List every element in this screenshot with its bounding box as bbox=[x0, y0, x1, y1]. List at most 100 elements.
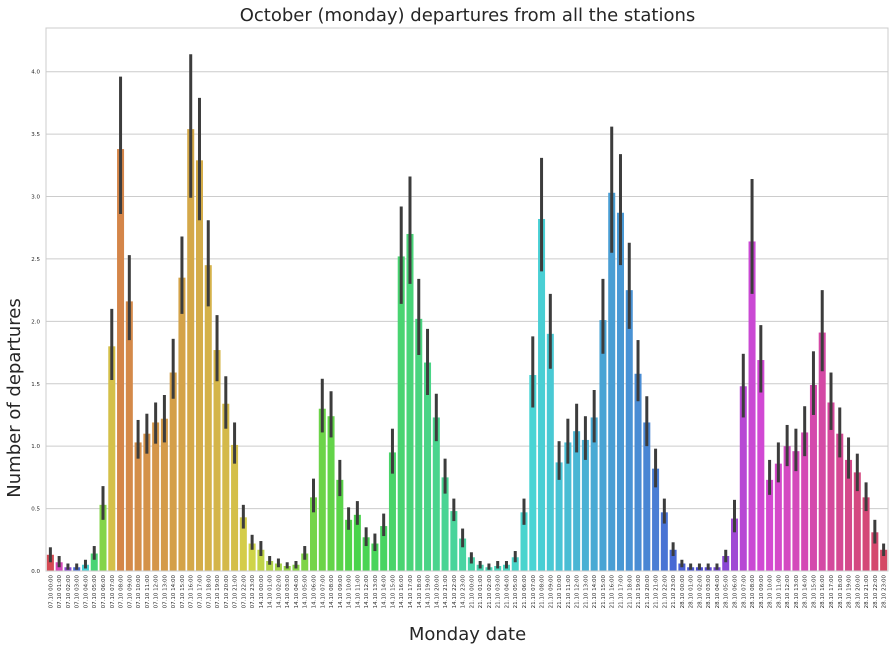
bar bbox=[783, 446, 791, 571]
x-tick-label: 28.10 06:00 bbox=[733, 574, 739, 608]
x-tick-label: 28.10 16:00 bbox=[820, 574, 826, 608]
bar bbox=[178, 277, 186, 571]
bar bbox=[801, 432, 809, 571]
plot-frame bbox=[45, 27, 889, 572]
bar bbox=[538, 218, 546, 571]
x-tick-label: 07.10 23:00 bbox=[250, 574, 256, 608]
bar bbox=[616, 212, 624, 572]
bar bbox=[432, 417, 440, 571]
x-tick-label: 07.10 04:00 bbox=[83, 574, 89, 608]
bar bbox=[160, 418, 168, 571]
bar bbox=[90, 553, 98, 571]
bar bbox=[397, 256, 405, 571]
x-tick-label: 28.10 22:00 bbox=[873, 574, 879, 608]
x-tick-label: 07.10 03:00 bbox=[75, 574, 81, 608]
x-tick-label: 21.10 00:00 bbox=[469, 574, 475, 608]
x-tick-label: 14.10 23:00 bbox=[461, 574, 467, 608]
bar bbox=[327, 416, 335, 571]
bar bbox=[669, 549, 677, 571]
x-tick-label: 21.10 05:00 bbox=[513, 574, 519, 608]
y-tick-label: 3.0 bbox=[31, 195, 40, 201]
x-tick-label: 14.10 10:00 bbox=[347, 574, 353, 608]
x-tick-label: 28.10 07:00 bbox=[741, 574, 747, 608]
bar bbox=[845, 459, 853, 571]
bar bbox=[467, 557, 475, 571]
x-tick-label: 14.10 15:00 bbox=[390, 574, 396, 608]
bar bbox=[590, 417, 598, 571]
bar bbox=[643, 422, 651, 571]
x-tick-label: 07.10 19:00 bbox=[215, 574, 221, 608]
bar bbox=[608, 192, 616, 572]
x-tick-label: 21.10 18:00 bbox=[627, 574, 633, 608]
x-tick-label: 14.10 06:00 bbox=[312, 574, 318, 608]
bar bbox=[371, 543, 379, 571]
x-tick-label: 14.10 21:00 bbox=[443, 574, 449, 608]
bar bbox=[362, 537, 370, 571]
x-tick-label: 28.10 13:00 bbox=[794, 574, 800, 608]
x-tick-label: 21.10 01:00 bbox=[478, 574, 484, 608]
bar bbox=[424, 362, 432, 571]
bar bbox=[310, 497, 318, 571]
x-tick-label: 28.10 05:00 bbox=[724, 574, 730, 608]
x-tick-label: 21.10 02:00 bbox=[487, 574, 493, 608]
bar bbox=[380, 526, 388, 571]
bar bbox=[143, 433, 151, 571]
error-bars bbox=[48, 54, 886, 570]
x-tick-label: 07.10 22:00 bbox=[241, 574, 247, 608]
bar bbox=[511, 557, 519, 571]
x-tick-label: 14.10 05:00 bbox=[303, 574, 309, 608]
bar bbox=[239, 517, 247, 571]
x-tick-label: 28.10 21:00 bbox=[864, 574, 870, 608]
x-tick-label: 21.10 17:00 bbox=[618, 574, 624, 608]
bar bbox=[231, 444, 239, 571]
bar bbox=[406, 233, 414, 571]
x-tick-label: 14.10 00:00 bbox=[259, 574, 265, 608]
x-tick-label: 21.10 06:00 bbox=[522, 574, 528, 608]
bar bbox=[555, 462, 563, 571]
x-tick-label: 21.10 08:00 bbox=[540, 574, 546, 608]
x-tick-label: 07.10 00:00 bbox=[48, 574, 54, 608]
bar bbox=[853, 472, 861, 571]
x-tick-label: 21.10 20:00 bbox=[645, 574, 651, 608]
x-tick-label: 14.10 22:00 bbox=[452, 574, 458, 608]
x-tick-label: 07.10 12:00 bbox=[154, 574, 160, 608]
x-tick-label: 28.10 03:00 bbox=[706, 574, 712, 608]
x-tick-label: 28.10 10:00 bbox=[768, 574, 774, 608]
x-tick-label: 07.10 11:00 bbox=[145, 574, 151, 608]
x-tick-label: 07.10 17:00 bbox=[197, 574, 203, 608]
bar bbox=[880, 549, 888, 571]
x-axis-label: Monday date bbox=[409, 624, 526, 645]
x-tick-label: 21.10 21:00 bbox=[654, 574, 660, 608]
bar bbox=[792, 451, 800, 571]
bar bbox=[195, 160, 203, 571]
bar bbox=[301, 553, 309, 571]
x-tick-label: 07.10 13:00 bbox=[162, 574, 168, 608]
bar bbox=[318, 408, 326, 571]
x-tick-label: 28.10 20:00 bbox=[855, 574, 861, 608]
bar bbox=[564, 442, 572, 571]
x-tick-label: 14.10 20:00 bbox=[434, 574, 440, 608]
bar bbox=[871, 532, 879, 571]
bar bbox=[766, 479, 774, 571]
bar bbox=[117, 149, 125, 571]
bar bbox=[152, 422, 160, 571]
x-tick-label: 14.10 04:00 bbox=[294, 574, 300, 608]
x-tick-label: 28.10 14:00 bbox=[803, 574, 809, 608]
x-tick-label: 28.10 04:00 bbox=[715, 574, 721, 608]
y-tick-label: 0.0 bbox=[31, 569, 40, 575]
bar bbox=[134, 442, 142, 571]
x-tick-label: 07.10 02:00 bbox=[66, 574, 72, 608]
x-tick-label: 21.10 12:00 bbox=[575, 574, 581, 608]
bar bbox=[739, 386, 747, 571]
y-tick-label: 2.5 bbox=[31, 257, 40, 263]
bar bbox=[748, 241, 756, 571]
bar bbox=[441, 477, 449, 571]
x-tick-label: 07.10 07:00 bbox=[110, 574, 116, 608]
bar bbox=[388, 452, 396, 571]
x-tick-label: 21.10 07:00 bbox=[531, 574, 537, 608]
x-tick-label: 28.10 08:00 bbox=[750, 574, 756, 608]
x-tick-label: 21.10 23:00 bbox=[671, 574, 677, 608]
x-tick-label: 07.10 16:00 bbox=[189, 574, 195, 608]
gridlines bbox=[46, 71, 888, 572]
x-tick-label: 14.10 02:00 bbox=[276, 574, 282, 608]
